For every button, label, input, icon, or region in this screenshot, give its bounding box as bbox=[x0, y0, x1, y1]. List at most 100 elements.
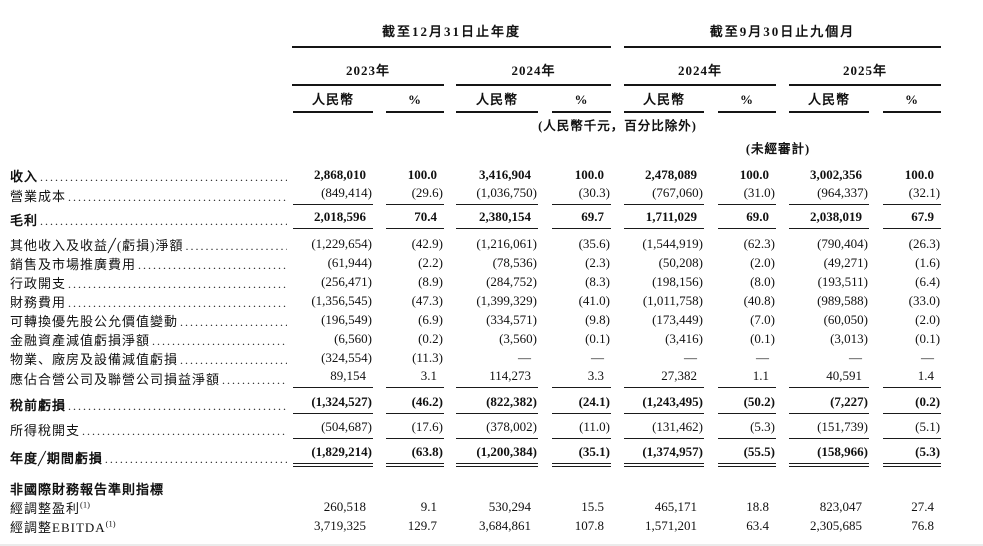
dot-leader bbox=[82, 423, 287, 439]
row-label: 財務費用 bbox=[10, 295, 67, 310]
percent-cell: 15.5 bbox=[581, 499, 605, 514]
percent-cell: 129.7 bbox=[407, 518, 437, 533]
amount-cell: 530,294 bbox=[488, 499, 531, 514]
dot-leader bbox=[68, 189, 287, 205]
amount-cell: 2,868,010 bbox=[314, 167, 366, 182]
table-row-revenue: 收入 2,868,010 100.0 3,416,904 100.0 2,478… bbox=[10, 165, 945, 185]
amount-cell: (378,002) bbox=[456, 419, 538, 439]
percent-cell: (33.0) bbox=[908, 293, 941, 308]
amount-cell: 2,380,154 bbox=[456, 209, 538, 229]
percent-cell: 100.0 bbox=[739, 167, 770, 182]
dot-leader bbox=[68, 398, 287, 414]
amount-cell: (849,414) bbox=[293, 185, 373, 205]
dot-leader bbox=[180, 352, 287, 368]
dot-leader bbox=[40, 169, 287, 185]
row-label: 營業成本 bbox=[10, 189, 67, 204]
percent-cell: (11.0) bbox=[552, 419, 612, 439]
amount-cell: (1,200,384) bbox=[456, 444, 538, 467]
percent-cell: (40.8) bbox=[743, 293, 776, 308]
percent-cell: (31.0) bbox=[718, 185, 777, 205]
amount-cell: 823,047 bbox=[819, 499, 863, 514]
unit-pct-header: % bbox=[718, 92, 777, 113]
amount-cell: (1,216,061) bbox=[476, 236, 537, 251]
period-interim-header: 截至9月30日止九個月 bbox=[624, 21, 942, 48]
percent-cell: (24.1) bbox=[552, 394, 612, 414]
percent-cell: (46.2) bbox=[386, 394, 444, 414]
financial-table: 截至12月31日止年度 截至9月30日止九個月 2023年 2024年 2024… bbox=[10, 14, 945, 536]
amount-cell: (1,374,957) bbox=[624, 444, 705, 467]
unit-header-row: 人民幣 % 人民幣 % 人民幣 % 人民幣 % bbox=[10, 86, 945, 113]
page-bottom-border bbox=[0, 544, 983, 546]
amount-cell: (6,560) bbox=[334, 331, 372, 346]
amount-cell: (151,739) bbox=[789, 419, 870, 439]
percent-cell: (47.3) bbox=[411, 293, 443, 308]
percent-cell: (2.0) bbox=[750, 255, 776, 270]
percent-cell: 3.3 bbox=[552, 368, 612, 388]
amount-cell: — bbox=[849, 350, 863, 365]
amount-cell: (1,324,527) bbox=[293, 394, 373, 414]
unit-pct-header: % bbox=[386, 92, 444, 113]
dot-leader bbox=[138, 257, 287, 273]
table-row-adjusted-profit: 經調整盈利(1) 260,518 9.1 530,294 15.5 465,17… bbox=[10, 498, 945, 517]
amount-cell: 2,478,089 bbox=[645, 167, 698, 182]
table-row-impairment-financial-assets: 金融資產減值虧損淨額 (6,560) (0.2) (3,560) (0.1) (… bbox=[10, 330, 945, 349]
row-label: 收入 bbox=[10, 169, 39, 184]
percent-cell: (8.3) bbox=[585, 274, 611, 289]
year-2025-interim-header: 2025年 bbox=[789, 60, 942, 86]
amount-cell: (49,271) bbox=[823, 255, 869, 270]
amount-cell: (173,449) bbox=[652, 312, 704, 327]
percent-cell: (8.0) bbox=[750, 274, 776, 289]
year-2023-header: 2023年 bbox=[292, 60, 444, 86]
row-label: 銷售及市場推廣費用 bbox=[10, 257, 137, 272]
amount-cell: (989,588) bbox=[817, 293, 869, 308]
percent-cell: 76.8 bbox=[911, 518, 935, 533]
year-2024-interim-header: 2024年 bbox=[624, 60, 777, 86]
percent-cell: (5.1) bbox=[883, 419, 942, 439]
percent-cell: (0.1) bbox=[750, 331, 776, 346]
amount-cell: (1,036,750) bbox=[456, 185, 538, 205]
table-row-other-income: 其他收入及收益╱(虧損)淨額 (1,229,654) (42.9) (1,216… bbox=[10, 235, 945, 254]
dot-leader bbox=[222, 372, 287, 388]
percent-cell: 1.1 bbox=[718, 368, 777, 388]
percent-cell: (9.8) bbox=[585, 312, 611, 327]
amount-cell: 40,591 bbox=[789, 368, 870, 388]
percent-cell: 1.4 bbox=[883, 368, 942, 388]
percent-cell: (32.1) bbox=[883, 185, 942, 205]
amount-cell: (1,829,214) bbox=[293, 444, 373, 467]
unit-pct-header: % bbox=[883, 92, 942, 113]
amount-cell: (1,399,329) bbox=[476, 293, 537, 308]
period-annual-header: 截至12月31日止年度 bbox=[292, 21, 612, 48]
year-header-row: 2023年 2024年 2024年 2025年 bbox=[10, 48, 945, 86]
unit-rmb-header: 人民幣 bbox=[456, 89, 538, 113]
row-label: 稅前虧損 bbox=[10, 398, 67, 413]
dot-leader bbox=[180, 314, 287, 330]
table-row-convertible-preferred-fv-change: 可轉換優先股公允價值變動 (196,549) (6.9) (334,571) (… bbox=[10, 311, 945, 330]
table-row-income-tax-expense: 所得稅開支 (504,687) (17.6) (378,002) (11.0) … bbox=[10, 419, 945, 439]
percent-cell: 69.7 bbox=[552, 209, 612, 229]
amount-cell: (334,571) bbox=[486, 312, 537, 327]
percent-cell: (8.9) bbox=[418, 274, 443, 289]
percent-cell: 70.4 bbox=[386, 209, 444, 229]
amount-cell: 114,273 bbox=[456, 368, 538, 388]
amount-cell: (790,404) bbox=[817, 236, 869, 251]
percent-cell: 100.0 bbox=[574, 167, 605, 182]
unit-rmb-header: 人民幣 bbox=[624, 89, 705, 113]
percent-cell: 107.8 bbox=[574, 518, 605, 533]
amount-cell: (196,549) bbox=[321, 312, 372, 327]
amount-cell: (964,337) bbox=[789, 185, 870, 205]
amount-cell: 2,038,019 bbox=[789, 209, 870, 229]
percent-cell: 63.4 bbox=[746, 518, 770, 533]
amount-cell: (1,229,654) bbox=[311, 236, 372, 251]
amount-cell: 465,171 bbox=[654, 499, 698, 514]
percent-cell: (17.6) bbox=[386, 419, 444, 439]
percent-cell: (7.0) bbox=[750, 312, 776, 327]
row-label: 其他收入及收益╱(虧損)淨額 bbox=[10, 238, 184, 253]
amount-cell: 260,518 bbox=[323, 499, 366, 514]
table-row-selling-expenses: 銷售及市場推廣費用 (61,944) (2.2) (78,536) (2.3) … bbox=[10, 254, 945, 273]
percent-cell: (0.1) bbox=[585, 331, 611, 346]
table-row-impairment-ppe: 物業、廠房及設備減值虧損 (324,554) (11.3) — — — — — … bbox=[10, 349, 945, 368]
table-row-loss-before-tax: 稅前虧損 (1,324,527) (46.2) (822,382) (24.1)… bbox=[10, 394, 945, 414]
percent-cell: (62.3) bbox=[743, 236, 776, 251]
percent-cell: (30.3) bbox=[552, 185, 612, 205]
